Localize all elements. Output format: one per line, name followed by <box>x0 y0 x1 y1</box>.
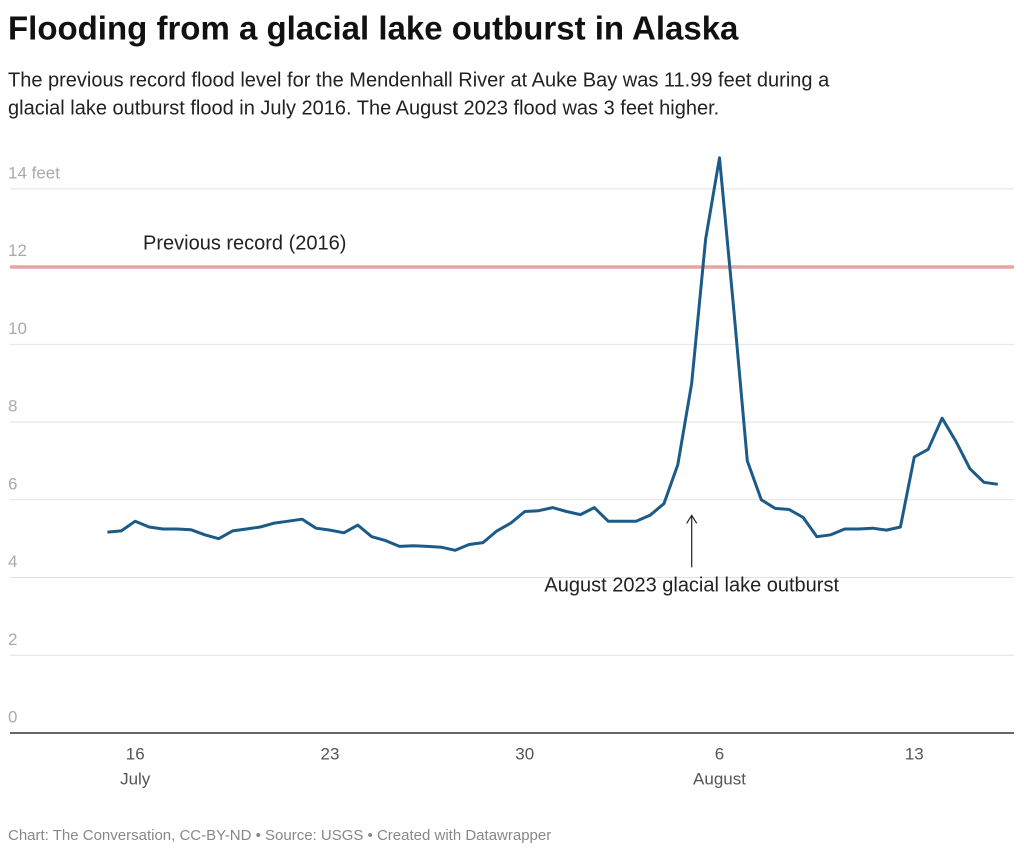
x-tick-label: 30 <box>515 744 534 763</box>
y-tick-label: 12 <box>8 241 27 260</box>
x-month-label: August <box>693 769 746 788</box>
x-tick-label: 6 <box>715 744 724 763</box>
y-tick-label: 2 <box>8 630 17 649</box>
reference-label: Previous record (2016) <box>143 232 346 254</box>
x-tick-label: 13 <box>905 744 924 763</box>
y-tick-label: 6 <box>8 474 17 493</box>
y-tick-label: 10 <box>8 319 27 338</box>
x-month-label: July <box>120 769 151 788</box>
chart-subtitle: The previous record flood level for the … <box>8 69 830 91</box>
annotation-text: August 2023 glacial lake outburst <box>544 575 839 597</box>
chart-title: Flooding from a glacial lake outburst in… <box>8 10 739 47</box>
x-tick-label: 16 <box>126 744 145 763</box>
y-tick-label: 8 <box>8 397 17 416</box>
annotation-arrowhead <box>686 514 698 524</box>
x-tick-label: 23 <box>321 744 340 763</box>
y-tick-label: 0 <box>8 707 17 726</box>
footer: Chart: The Conversation, CC-BY-ND • Sour… <box>8 827 551 844</box>
data-line <box>107 156 999 552</box>
chart-subtitle: glacial lake outburst flood in July 2016… <box>8 97 719 119</box>
y-tick-label: 4 <box>8 552 17 571</box>
y-tick-label: 14 feet <box>8 163 60 182</box>
